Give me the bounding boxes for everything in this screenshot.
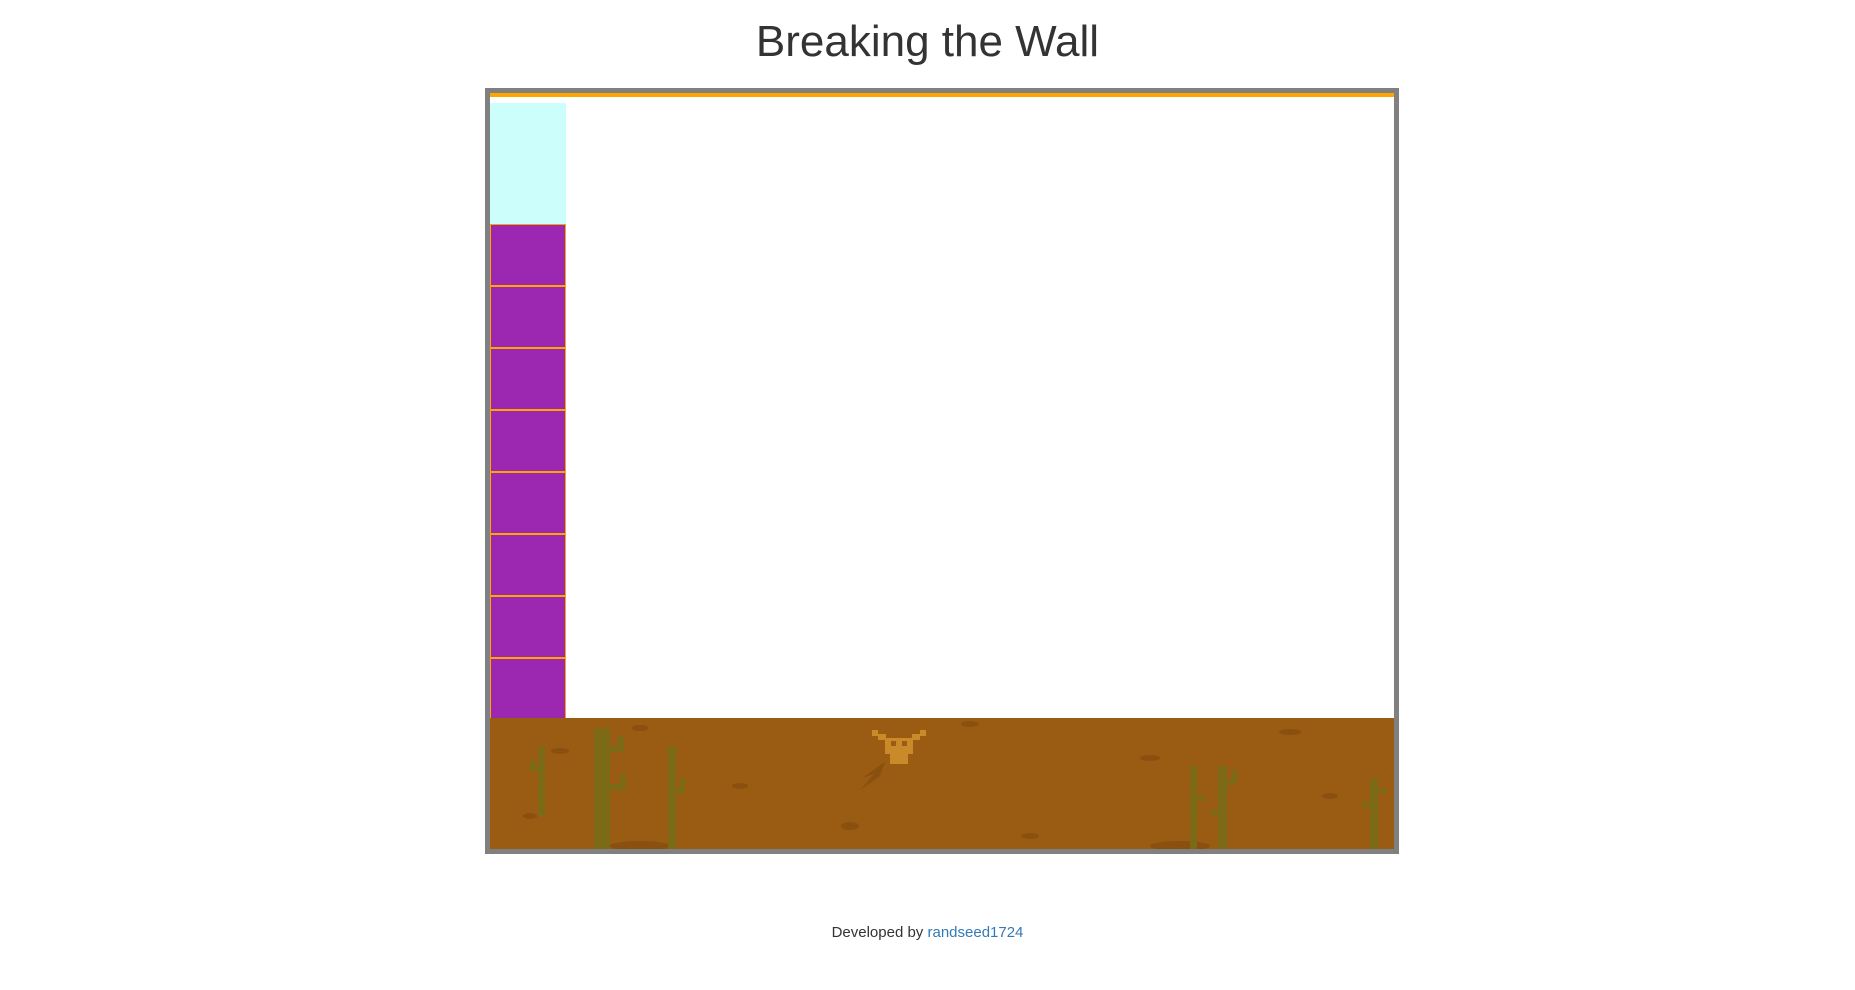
footer: Developed by randseed1724 (0, 924, 1855, 942)
game-canvas[interactable] (485, 88, 1399, 854)
footer-developed-by: Developed by (831, 924, 924, 941)
brick (490, 472, 566, 534)
brick (490, 224, 566, 286)
brick (490, 534, 566, 596)
brick (490, 410, 566, 472)
sky-column-block (490, 103, 566, 224)
page-title: Breaking the Wall (755, 17, 1100, 66)
author-link[interactable]: randseed1724 (927, 924, 1024, 941)
cow-skull-icon (860, 730, 926, 790)
top-boundary-bar (490, 93, 1394, 97)
brick (490, 658, 566, 720)
brick (490, 348, 566, 410)
brick (490, 286, 566, 348)
brick (490, 596, 566, 658)
desert-ground (490, 718, 1394, 849)
cactus-icon (530, 728, 1386, 849)
brick-wall (490, 224, 566, 720)
desert-scenery (523, 721, 1386, 849)
rock-icon (523, 721, 1338, 849)
